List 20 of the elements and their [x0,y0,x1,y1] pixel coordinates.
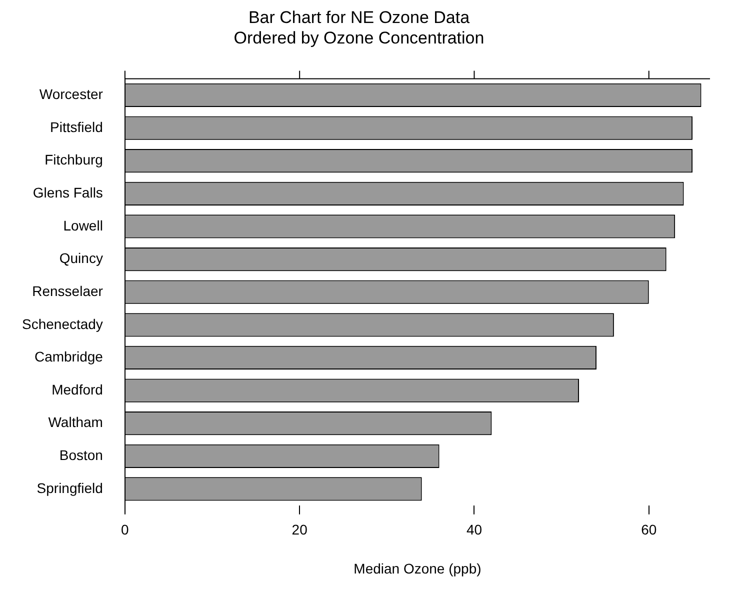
y-tick-label: Lowell [63,217,103,234]
x-axis-title: Median Ozone (ppb) [354,560,482,576]
y-tick-label: Worcester [39,86,104,102]
x-tick-label: 20 [292,522,308,538]
y-tick-label: Medford [52,381,103,398]
y-tick-label: Pittsfield [50,118,103,135]
y-tick-label: Schenectady [22,316,103,332]
x-tick-label: 60 [641,522,657,538]
y-tick-label: Quincy [59,250,103,266]
chart-subtitle: Ordered by Ozone Concentration [234,28,484,48]
y-tick-label: Springfield [36,480,103,496]
x-tick-label: 0 [121,522,130,538]
x-tick-label: 40 [466,522,482,538]
y-tick-label: Fitchburg [44,152,103,168]
y-tick-label: Waltham [48,414,103,430]
y-tick-label: Glens Falls [32,184,103,201]
y-tick-label: Cambridge [34,348,104,365]
chart-title: Bar Chart for NE Ozone Data [248,8,470,27]
y-tick-label: Boston [59,447,103,464]
y-tick-label: Rensselaer [32,282,104,299]
